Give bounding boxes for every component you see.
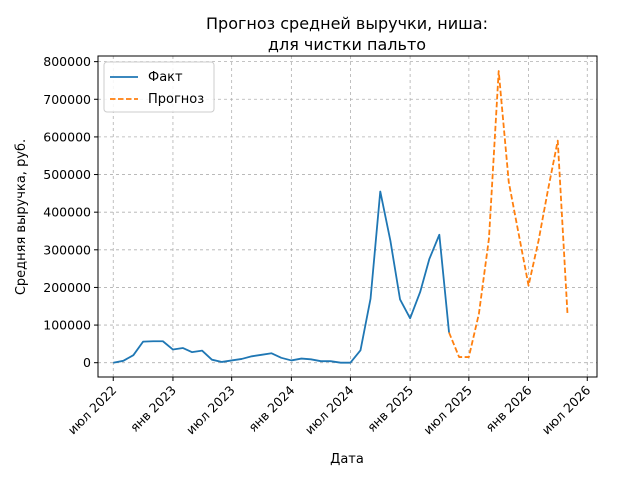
x-tick-label: июл 2024: [302, 382, 357, 437]
y-tick-label: 800000: [43, 54, 91, 69]
legend: Факт Прогноз: [103, 61, 215, 113]
y-tick-label: 300000: [43, 242, 91, 257]
y-tick-label: 200000: [43, 280, 91, 295]
y-tick-label: 100000: [43, 318, 91, 333]
x-tick-label: янв 2025: [364, 383, 416, 435]
series-line-fact: [113, 190, 450, 364]
x-tick-label: июл 2023: [183, 383, 238, 438]
x-axis-ticks: июл 2022 янв 2023 июл 2023 янв 2024 июл 2024…: [65, 377, 594, 438]
series-lines: [113, 70, 569, 364]
x-tick-label: янв 2026: [482, 382, 534, 434]
chart-title-line-2: для чистки пальто: [268, 35, 426, 54]
x-tick-label: янв 2024: [245, 382, 297, 434]
x-tick-label: июл 2022: [65, 383, 120, 438]
y-tick-label: 500000: [43, 167, 91, 182]
legend-label-forecast: Прогноз: [148, 92, 204, 107]
x-axis-label: Дата: [330, 452, 364, 467]
plot-frame: [97, 55, 598, 378]
series-line-forecast: [448, 70, 569, 358]
y-tick-label: 400000: [43, 205, 91, 220]
y-axis-label: Средняя выручка, руб.: [14, 139, 29, 295]
x-tick-label: июл 2026: [539, 382, 594, 437]
chart-title-line-1: Прогноз средней выручки, ниша:: [206, 14, 488, 33]
legend-label-fact: Факт: [148, 70, 183, 85]
y-tick-label: 0: [83, 355, 91, 370]
y-tick-label: 600000: [43, 129, 91, 144]
y-tick-label: 700000: [43, 92, 91, 107]
x-tick-label: янв 2023: [127, 383, 179, 435]
y-axis-ticks: 0 100000 200000 300000 400000 500000 600000 700…: [43, 54, 98, 370]
x-tick-label: июл 2025: [420, 383, 475, 438]
